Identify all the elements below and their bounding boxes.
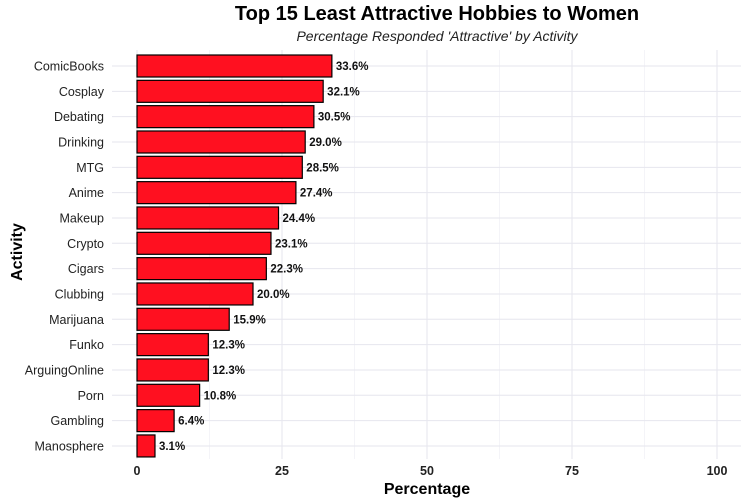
chart-subtitle: Percentage Responded 'Attractive' by Act… — [296, 28, 578, 44]
y-tick-label: ComicBooks — [34, 60, 104, 74]
data-label: 3.1% — [159, 441, 185, 453]
y-tick-label: ArguingOnline — [25, 363, 104, 377]
data-label: 30.5% — [318, 112, 351, 124]
bar — [136, 155, 303, 179]
bar — [136, 206, 280, 230]
data-label: 28.5% — [306, 162, 339, 174]
y-tick-label: Manosphere — [35, 439, 105, 453]
bar — [136, 54, 333, 78]
bar — [136, 434, 156, 458]
y-tick-label: Funko — [69, 338, 104, 352]
x-tick-label: 75 — [565, 464, 579, 478]
bar — [136, 383, 201, 407]
data-label: 24.4% — [283, 213, 316, 225]
x-tick-label: 100 — [707, 464, 728, 478]
data-label: 12.3% — [212, 365, 245, 377]
data-label: 22.3% — [270, 264, 303, 276]
bar — [136, 282, 254, 306]
chart-title: Top 15 Least Attractive Hobbies to Women — [234, 3, 640, 25]
data-label: 32.1% — [327, 86, 360, 98]
data-label: 29.0% — [309, 137, 342, 149]
x-tick-label: 25 — [275, 464, 289, 478]
bar — [136, 231, 272, 255]
bar — [136, 130, 306, 154]
bar — [136, 409, 175, 433]
x-axis-label: Percentage — [383, 481, 471, 498]
y-tick-label: Porn — [78, 389, 104, 403]
data-label: 12.3% — [212, 340, 245, 352]
y-tick-label: Debating — [54, 110, 104, 124]
y-tick-label: Cigars — [68, 262, 104, 276]
bar — [136, 358, 209, 382]
data-label: 33.6% — [336, 61, 369, 73]
bar — [136, 105, 315, 129]
y-tick-label: MTG — [76, 161, 104, 175]
y-tick-label: Crypto — [67, 237, 104, 251]
bar — [136, 257, 267, 281]
data-label: 20.0% — [257, 289, 290, 301]
y-tick-label: Makeup — [60, 211, 105, 225]
y-tick-label: Drinking — [58, 135, 104, 149]
bar — [136, 307, 230, 331]
y-tick-label: Gambling — [51, 414, 105, 428]
bar — [136, 333, 209, 357]
data-label: 10.8% — [204, 390, 237, 402]
y-tick-label: Cosplay — [59, 85, 105, 99]
x-tick-label: 50 — [420, 464, 434, 478]
y-tick-label: Clubbing — [55, 287, 104, 301]
data-label: 23.1% — [275, 238, 308, 250]
y-tick-label: Marijuana — [49, 313, 104, 327]
data-label: 6.4% — [178, 416, 204, 428]
x-tick-label: 0 — [134, 464, 141, 478]
y-tick-label: Anime — [69, 186, 104, 200]
bar — [136, 181, 297, 205]
data-label: 15.9% — [233, 314, 266, 326]
bar — [136, 79, 324, 103]
data-label: 27.4% — [300, 188, 333, 200]
